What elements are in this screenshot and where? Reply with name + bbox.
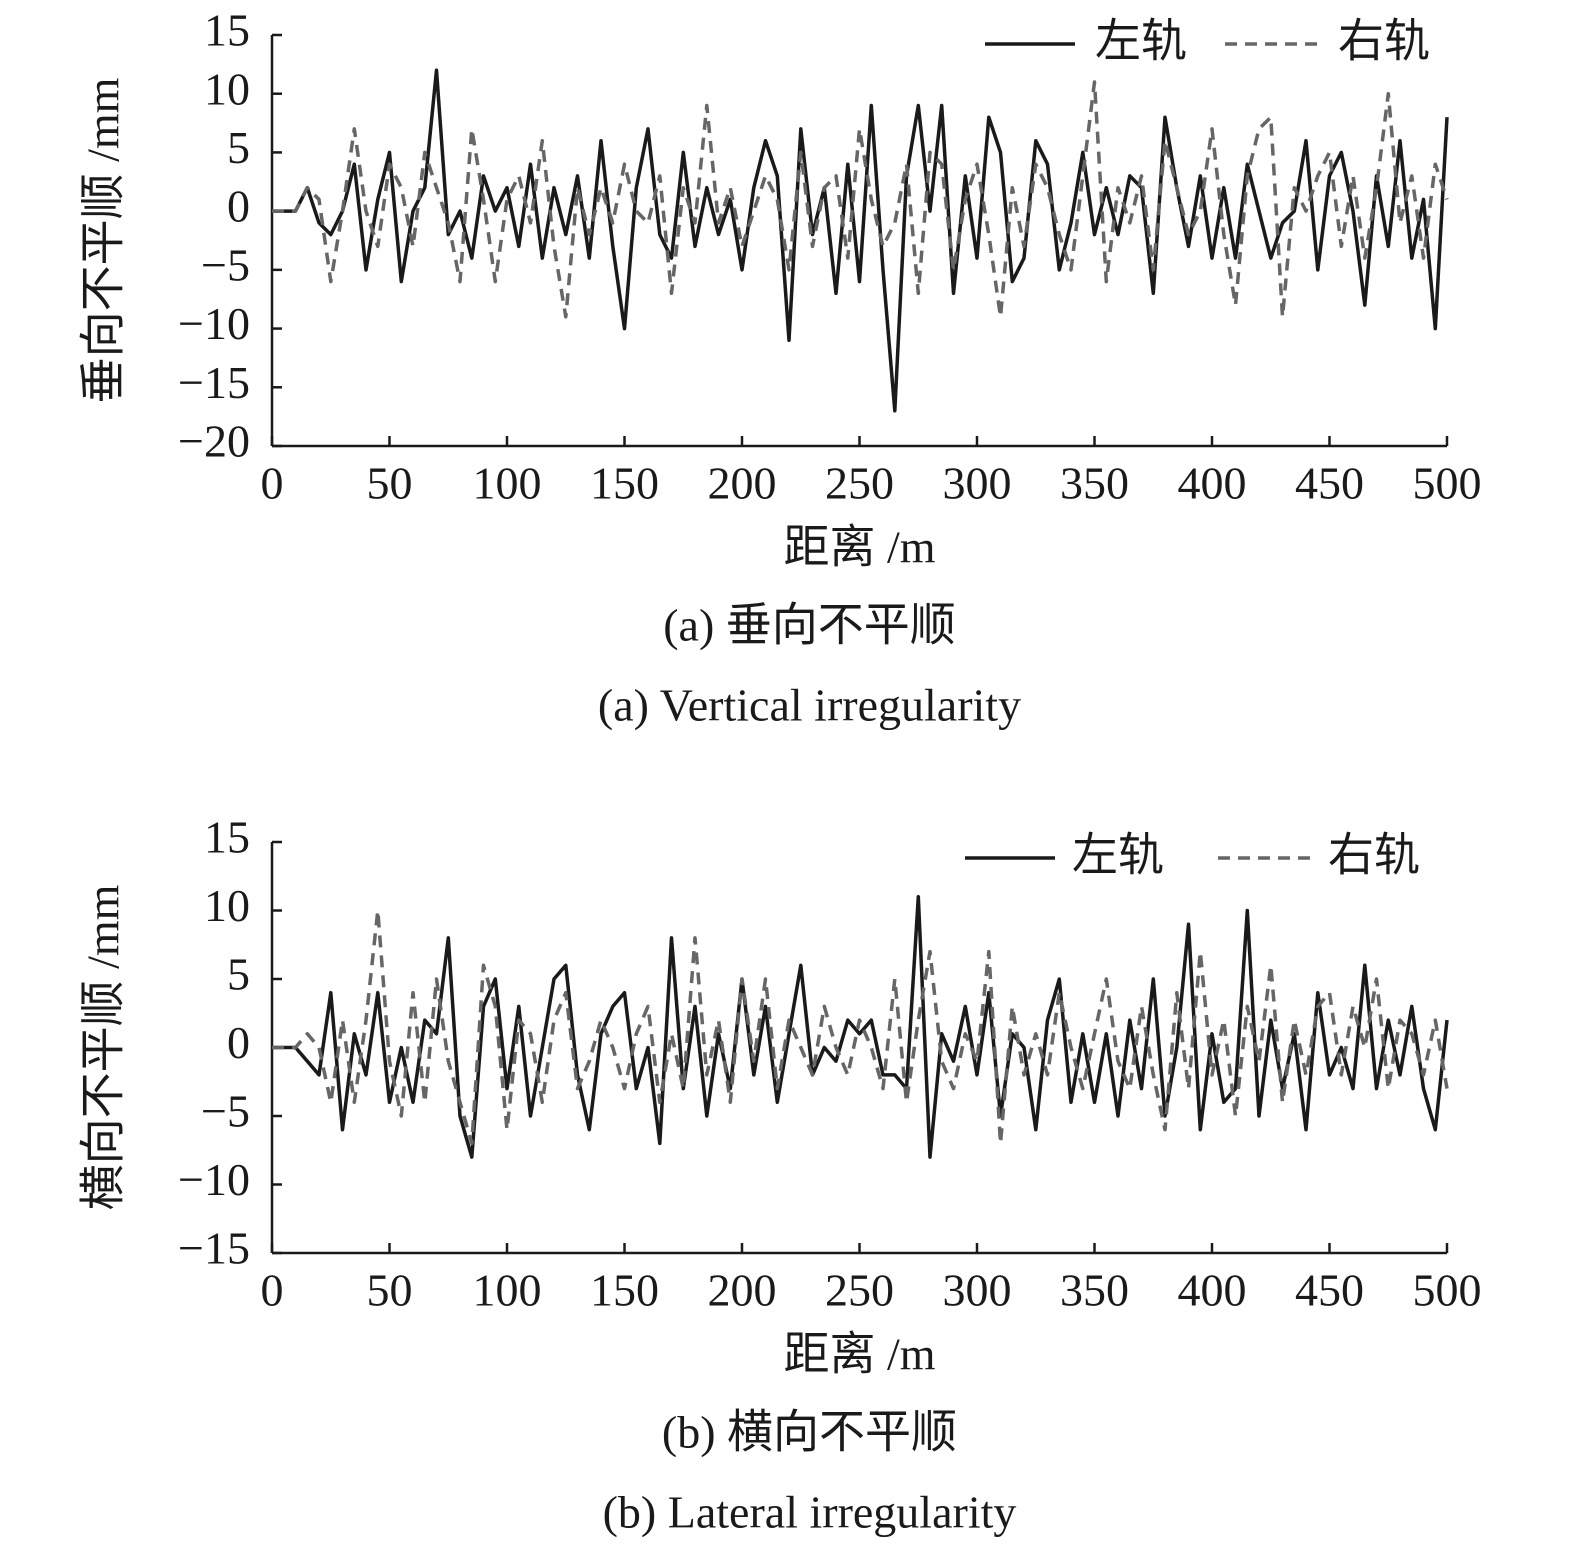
data-line bbox=[272, 80, 1449, 319]
y-tick-label: 15 bbox=[204, 5, 250, 56]
x-tick-label: 200 bbox=[708, 1265, 777, 1316]
x-tick-label: 150 bbox=[590, 458, 659, 509]
x-tick-label: 450 bbox=[1295, 458, 1364, 509]
x-tick-label: 150 bbox=[590, 1265, 659, 1316]
y-tick-label: −15 bbox=[178, 1223, 250, 1274]
x-tick-label: 100 bbox=[473, 458, 542, 509]
caption: (b) Lateral irregularity bbox=[603, 1487, 1017, 1538]
y-tick-label: 10 bbox=[204, 880, 250, 931]
x-tick-label: 350 bbox=[1060, 1265, 1129, 1316]
y-tick-label: −10 bbox=[178, 298, 250, 349]
y-tick-label: 10 bbox=[204, 63, 250, 114]
y-tick-label: 5 bbox=[227, 122, 250, 173]
y-tick-label: −5 bbox=[201, 1086, 250, 1137]
y-tick-label: −20 bbox=[178, 416, 250, 467]
y-tick-label: 0 bbox=[227, 181, 250, 232]
x-tick-label: 350 bbox=[1060, 458, 1129, 509]
x-tick-label: 250 bbox=[825, 458, 894, 509]
y-tick-label: 15 bbox=[204, 812, 250, 863]
y-axis-label: 垂向不平顺 /mm bbox=[78, 77, 129, 403]
x-tick-label: 450 bbox=[1295, 1265, 1364, 1316]
legend-label: 左轨 bbox=[1095, 14, 1187, 68]
x-tick-label: 400 bbox=[1178, 1265, 1247, 1316]
y-axis-label: 横向不平顺 /mm bbox=[78, 884, 129, 1210]
x-tick-label: 0 bbox=[261, 1265, 284, 1316]
x-tick-label: 50 bbox=[367, 1265, 413, 1316]
x-tick-label: 400 bbox=[1178, 458, 1247, 509]
y-tick-label: 5 bbox=[227, 949, 250, 1000]
x-tick-label: 200 bbox=[708, 458, 777, 509]
legend-label: 右轨 bbox=[1328, 828, 1420, 882]
legend-label: 右轨 bbox=[1338, 14, 1430, 68]
x-axis-label: 距离 /m bbox=[783, 1329, 935, 1380]
x-tick-label: 100 bbox=[473, 1265, 542, 1316]
y-tick-label: −15 bbox=[178, 357, 250, 408]
x-tick-label: 50 bbox=[367, 458, 413, 509]
x-axis-label: 距离 /m bbox=[783, 522, 935, 573]
x-tick-label: 500 bbox=[1413, 458, 1482, 509]
caption: (b) 横向不平顺 bbox=[662, 1407, 957, 1458]
legend-label: 左轨 bbox=[1072, 828, 1164, 882]
y-tick-label: 0 bbox=[227, 1017, 250, 1068]
y-tick-label: −10 bbox=[178, 1154, 250, 1205]
x-tick-label: 0 bbox=[261, 458, 284, 509]
x-tick-label: 250 bbox=[825, 1265, 894, 1316]
y-tick-label: −5 bbox=[201, 239, 250, 290]
x-tick-label: 300 bbox=[943, 1265, 1012, 1316]
x-tick-label: 500 bbox=[1413, 1265, 1482, 1316]
caption: (a) 垂向不平顺 bbox=[663, 600, 956, 651]
x-tick-label: 300 bbox=[943, 458, 1012, 509]
data-line bbox=[272, 68, 1449, 413]
caption: (a) Vertical irregularity bbox=[598, 680, 1021, 731]
data-line bbox=[272, 908, 1449, 1146]
data-line bbox=[272, 895, 1449, 1159]
